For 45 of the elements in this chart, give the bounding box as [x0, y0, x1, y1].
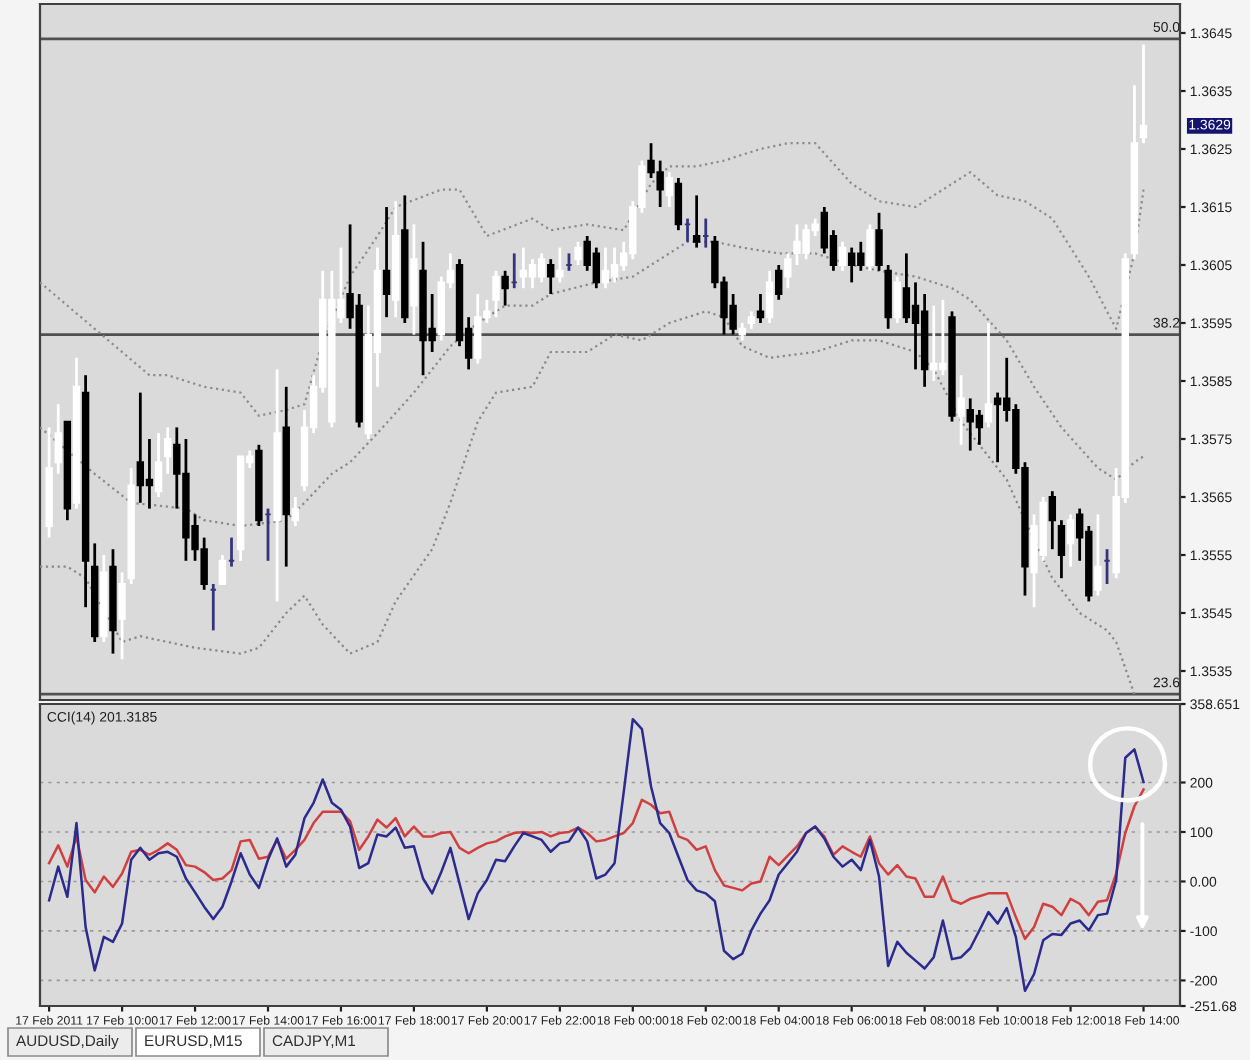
- candlestick: [547, 257, 555, 296]
- candlestick: [528, 257, 537, 290]
- candlestick: [902, 252, 911, 325]
- candlestick: [1094, 513, 1102, 597]
- candlestick: [875, 211, 883, 273]
- candlestick: [1139, 43, 1148, 145]
- candlestick: [145, 437, 154, 510]
- candlestick: [118, 571, 126, 661]
- candlestick: [838, 240, 847, 273]
- candlestick: [756, 292, 765, 325]
- line-series: [40, 240, 1145, 528]
- candlestick: [610, 246, 619, 284]
- candlestick: [574, 240, 582, 267]
- candlestick: [291, 495, 300, 528]
- candlestick: [492, 269, 500, 319]
- candlestick: [984, 321, 993, 429]
- candlestick: [884, 263, 892, 331]
- candlestick: [1048, 489, 1057, 551]
- candlestick: [1057, 518, 1066, 580]
- candlestick: [163, 426, 172, 476]
- candlestick: [784, 252, 792, 290]
- candlestick: [674, 176, 683, 232]
- candlestick: [218, 553, 227, 586]
- candlestick: [765, 269, 774, 325]
- candlestick: [601, 246, 610, 290]
- candlestick: [692, 194, 701, 249]
- candlestick: [957, 373, 965, 447]
- candlestick: [993, 391, 1002, 464]
- candlestick: [154, 431, 163, 499]
- candlestick: [537, 252, 546, 284]
- candlestick: [501, 269, 509, 307]
- candlestick: [556, 246, 564, 284]
- candlestick: [1066, 513, 1075, 568]
- candlestick: [893, 275, 901, 325]
- candlestick: [975, 408, 984, 447]
- candlestick: [519, 246, 528, 290]
- candlestick: [775, 263, 783, 302]
- candlestick: [382, 205, 391, 319]
- candlestick: [911, 281, 920, 371]
- candlestick: [54, 402, 62, 476]
- candlestick: [410, 223, 418, 336]
- candlestick: [866, 223, 874, 273]
- line-series: [40, 142, 1145, 417]
- candlestick: [665, 170, 673, 209]
- candlestick: [136, 391, 145, 505]
